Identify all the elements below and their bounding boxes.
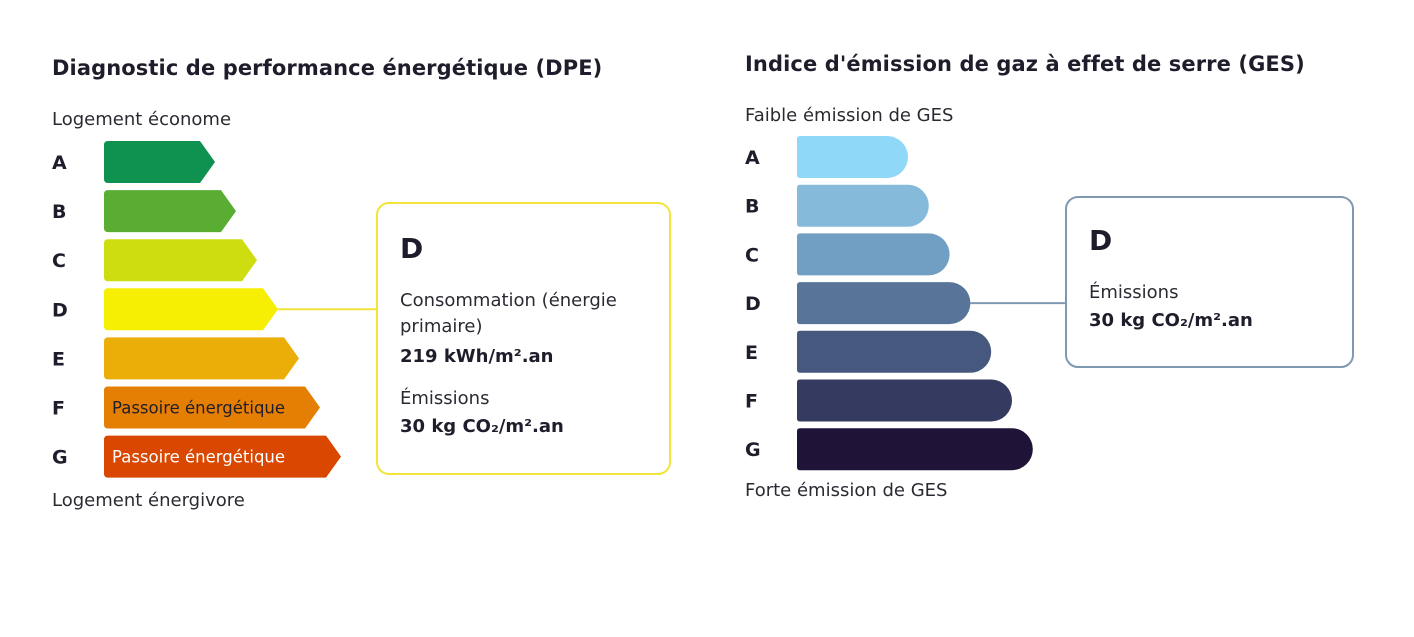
- ges-top-caption: Faible émission de GES: [745, 105, 954, 126]
- ges-bar-a: [797, 136, 908, 178]
- ges-letter-e: E: [745, 342, 758, 364]
- ges-bar-b: [797, 184, 929, 227]
- ges-letter-b: B: [745, 196, 759, 218]
- ges-bar-d: [797, 282, 971, 325]
- dpe-bar-c: [104, 239, 257, 282]
- ges-letter-c: C: [745, 244, 759, 266]
- ges-bar-g: [797, 428, 1033, 471]
- dpe-consumption-value: 219 kWh/m².an: [400, 346, 554, 367]
- dpe-chart: A B C D E F Passoire énergétique G Passoire éner…: [52, 141, 377, 478]
- ges-result-box: D Émissions 30 kg CO₂/m².an: [1065, 196, 1354, 368]
- dpe-letter-g: G: [52, 447, 68, 469]
- dpe-bar-d: [104, 288, 278, 331]
- dpe-emissions-label: Émissions: [400, 388, 490, 409]
- dpe-panel: Diagnostic de performance énergétique (D…: [52, 56, 671, 511]
- dpe-consumption-label: Consommation (énergie primaire): [400, 290, 617, 337]
- ges-bar-f: [797, 379, 1012, 422]
- ges-bar-c: [797, 233, 950, 276]
- dpe-emissions-value: 30 kg CO₂/m².an: [400, 416, 564, 437]
- dpe-result-class: D: [400, 232, 424, 265]
- ges-letter-f: F: [745, 391, 758, 413]
- ges-bar-e: [797, 330, 992, 373]
- dpe-bar-e: [104, 337, 299, 380]
- ges-letter-d: D: [745, 293, 761, 315]
- ges-title: Indice d'émission de gaz à effet de serr…: [745, 52, 1305, 76]
- dpe-bar-g: [104, 435, 341, 478]
- dpe-bar-label-g: Passoire énergétique: [112, 448, 285, 467]
- dpe-letter-a: A: [52, 152, 67, 174]
- dpe-letter-d: D: [52, 299, 68, 321]
- dpe-letter-b: B: [52, 201, 66, 223]
- ges-bottom-caption: Forte émission de GES: [745, 480, 948, 501]
- dpe-result-box: D Consommation (énergie primaire) 219 kW…: [376, 202, 671, 475]
- ges-emissions-label: Émissions: [1089, 282, 1179, 303]
- dpe-letter-e: E: [52, 348, 65, 370]
- dpe-title: Diagnostic de performance énergétique (D…: [52, 56, 603, 80]
- ges-result-class: D: [1089, 224, 1113, 257]
- ges-emissions-value: 30 kg CO₂/m².an: [1089, 310, 1253, 331]
- dpe-bottom-caption: Logement énergivore: [52, 490, 245, 511]
- ges-chart: A B C D E F G: [745, 136, 1066, 471]
- dpe-top-caption: Logement économe: [52, 109, 232, 130]
- dpe-bar-f: [104, 386, 320, 429]
- dpe-bar-b: [104, 190, 236, 233]
- ges-panel: Indice d'émission de gaz à effet de serr…: [707, 0, 1414, 637]
- ges-letter-a: A: [745, 147, 760, 169]
- dpe-bar-label-f: Passoire énergétique: [112, 399, 285, 418]
- dpe-bar-a: [104, 141, 215, 183]
- dpe-letter-c: C: [52, 250, 66, 272]
- dpe-letter-f: F: [52, 398, 65, 420]
- ges-letter-g: G: [745, 439, 761, 461]
